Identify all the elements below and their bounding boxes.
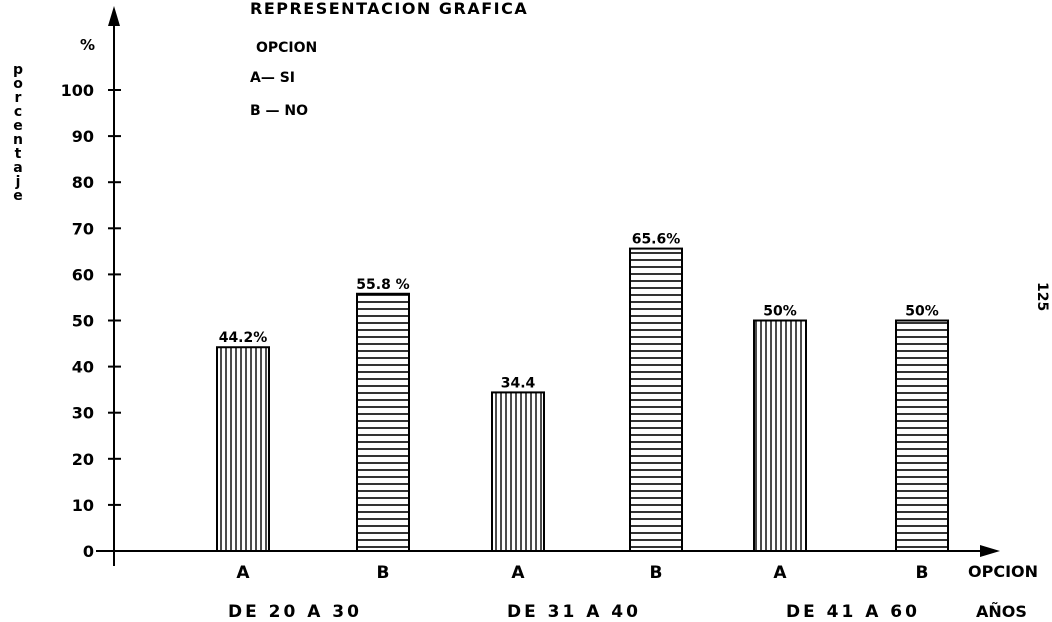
category-label: A [511, 563, 525, 583]
chart-title: REPRESENTACION GRAFICA [250, 0, 528, 18]
bar-value-label: 55.8 % [356, 277, 409, 293]
x-axis-arrow [980, 545, 1000, 557]
category-label: B [377, 563, 390, 583]
bar-b [895, 319, 949, 552]
category-label: B [916, 563, 929, 583]
y-tick-label: 10 [72, 496, 94, 515]
legend-title: OPCION [256, 40, 317, 56]
page-number: 125 [1034, 282, 1050, 312]
category-label: A [236, 563, 250, 583]
legend: OPCION A— SI B — NO [250, 40, 317, 119]
bars [216, 247, 949, 552]
legend-item-a: A— SI [250, 70, 295, 86]
y-tick-label: 80 [72, 173, 94, 192]
bar-value-label: 44.2% [219, 330, 268, 346]
bar-value-label: 50% [763, 304, 797, 320]
category-label: B [650, 563, 663, 583]
y-tick-label: 0 [83, 542, 94, 561]
y-tick-label: 20 [72, 450, 94, 469]
y-axis-arrow [108, 6, 120, 26]
bar-a [216, 346, 270, 552]
group-labels: DE 20 A 30 DE 31 A 40 DE 41 A 60 [228, 602, 920, 622]
bar-value-label: 50% [905, 304, 939, 320]
y-ticks: 0 10 20 30 40 50 60 70 80 90 100 [61, 81, 121, 561]
group-axis-label: AÑOS [976, 602, 1027, 621]
y-unit-label: % [80, 36, 95, 54]
group-label: DE 31 A 40 [507, 602, 641, 622]
y-tick-label: 100 [61, 81, 94, 100]
category-label: A [773, 563, 787, 583]
x-axis-label: OPCION [968, 562, 1038, 581]
group-label: DE 41 A 60 [786, 602, 920, 622]
bar-value-label: 34.4 [501, 375, 536, 391]
y-tick-label: 40 [72, 358, 94, 377]
bar-labels: 44.2% 55.8 % 34.4 65.6% 50% 50% [219, 232, 939, 392]
bar-b [356, 292, 410, 552]
legend-item-b: B — NO [250, 103, 308, 119]
bar-a [491, 391, 545, 552]
group-label: DE 20 A 30 [228, 602, 362, 622]
y-axis-label: porcentaje [10, 62, 26, 202]
bar-a [753, 319, 807, 552]
y-tick-label: 30 [72, 404, 94, 423]
bar-value-label: 65.6% [632, 232, 681, 248]
y-tick-label: 70 [72, 219, 94, 238]
y-tick-label: 60 [72, 265, 94, 284]
bar-b [629, 247, 683, 552]
y-tick-label: 50 [72, 312, 94, 331]
y-tick-label: 90 [72, 127, 94, 146]
